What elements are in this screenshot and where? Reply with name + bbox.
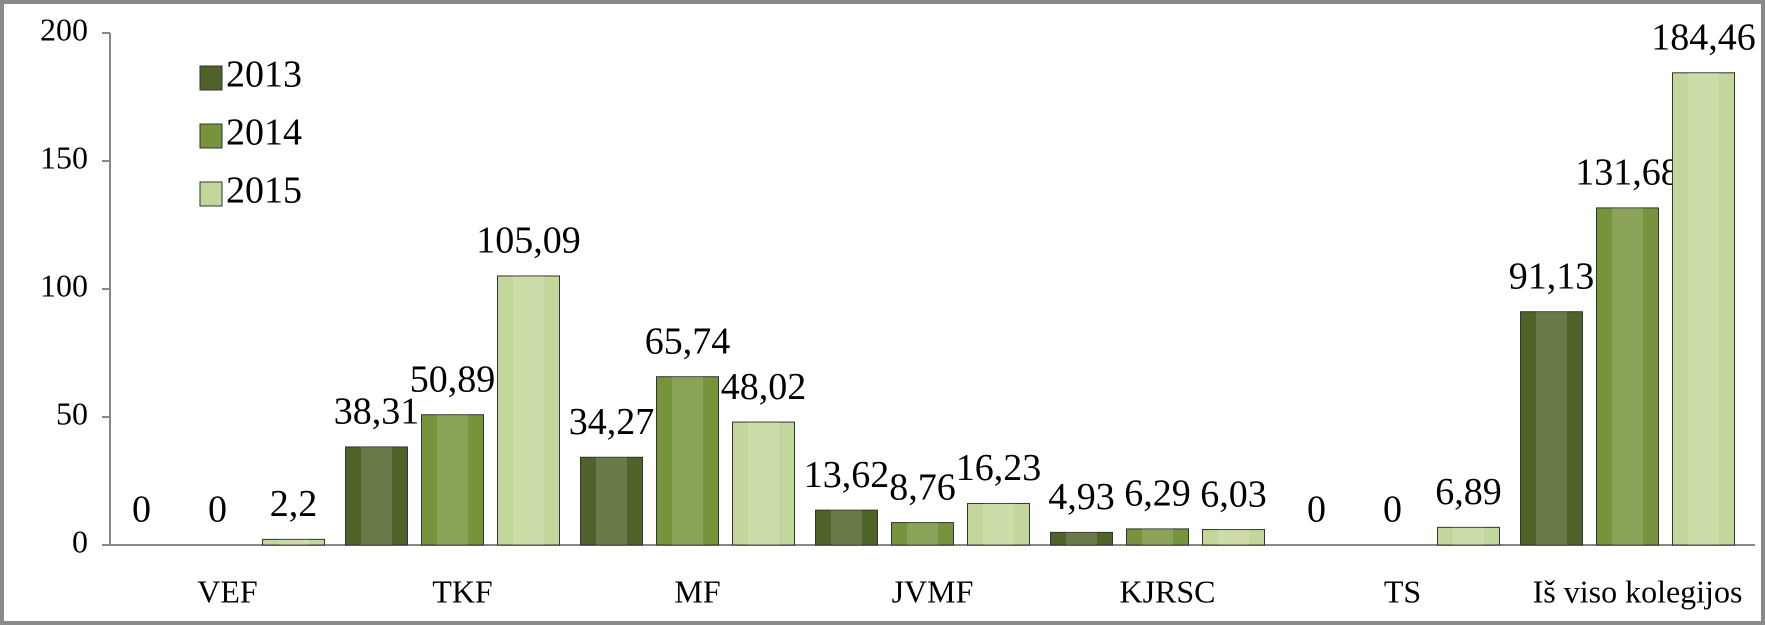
bar-highlight (831, 510, 862, 545)
value-label: 0 (132, 489, 151, 531)
x-tick-label: MF (674, 573, 720, 609)
bar-highlight (1453, 527, 1484, 545)
legend-swatch (199, 123, 223, 149)
bar (580, 456, 643, 546)
value-label: 105,09 (476, 220, 581, 262)
bar-highlight (748, 422, 779, 545)
bar (815, 509, 878, 546)
x-tick-label: Iš viso kolegijos (1533, 573, 1743, 609)
bar (1437, 526, 1500, 546)
bar-highlight (278, 539, 309, 545)
bar-highlight (1688, 72, 1719, 545)
bar-highlight (437, 414, 468, 545)
bar-highlight (1142, 528, 1173, 545)
bar (1596, 207, 1659, 546)
bar (732, 421, 795, 546)
bar (1050, 531, 1113, 546)
x-tick-label: JVMF (892, 573, 974, 609)
bar-highlight (907, 522, 938, 545)
bar-highlight (983, 503, 1014, 545)
bar (1520, 311, 1583, 546)
bar-highlight (672, 376, 703, 545)
value-label: 131,68 (1575, 152, 1680, 194)
value-label: 34,27 (569, 401, 655, 443)
x-tick-label: TKF (432, 573, 492, 609)
x-tick-label: TS (1384, 573, 1421, 609)
bar (1202, 529, 1265, 546)
value-label: 0 (1383, 489, 1402, 531)
legend-label: 2014 (226, 112, 302, 154)
bar (345, 446, 408, 546)
legend-label: 2015 (226, 170, 302, 212)
x-tick-label: VEF (197, 573, 257, 609)
value-label: 184,46 (1651, 17, 1756, 59)
bar (421, 414, 484, 546)
bar (891, 522, 954, 546)
value-label: 0 (208, 489, 227, 531)
value-label: 48,02 (721, 366, 807, 408)
bar (656, 376, 719, 546)
value-label: 65,74 (645, 320, 731, 362)
value-label: 6,89 (1435, 471, 1502, 513)
bar-highlight (596, 457, 627, 545)
y-tick-label: 0 (72, 523, 88, 559)
value-label: 6,29 (1124, 473, 1191, 515)
x-tick-label: KJRSC (1119, 573, 1215, 609)
bar (262, 538, 325, 546)
value-label: 0 (1307, 489, 1326, 531)
bar-highlight (513, 275, 544, 545)
bar (1126, 528, 1189, 546)
value-label: 16,23 (956, 447, 1042, 489)
value-label: 4,93 (1048, 476, 1115, 518)
value-label: 38,31 (334, 391, 420, 433)
bar-highlight (1536, 311, 1567, 545)
value-label: 6,03 (1200, 473, 1267, 515)
bar (497, 275, 560, 546)
value-label: 50,89 (410, 358, 496, 400)
value-label: 2,2 (270, 483, 318, 525)
bar-highlight (1612, 207, 1643, 545)
bar-highlight (361, 446, 392, 545)
legend-swatch (199, 181, 223, 207)
bar-highlight (1066, 532, 1097, 545)
value-label: 13,62 (804, 454, 890, 496)
y-tick-label: 200 (40, 11, 88, 47)
bar (967, 502, 1030, 546)
y-tick-label: 50 (56, 395, 88, 431)
legend-label: 2013 (226, 54, 302, 96)
bar (1672, 72, 1735, 546)
bar-highlight (1218, 529, 1249, 545)
value-label: 8,76 (889, 466, 956, 508)
legend-swatch (199, 65, 223, 91)
value-label: 91,13 (1509, 255, 1595, 297)
y-tick-label: 100 (40, 267, 88, 303)
y-tick-label: 150 (40, 139, 88, 175)
